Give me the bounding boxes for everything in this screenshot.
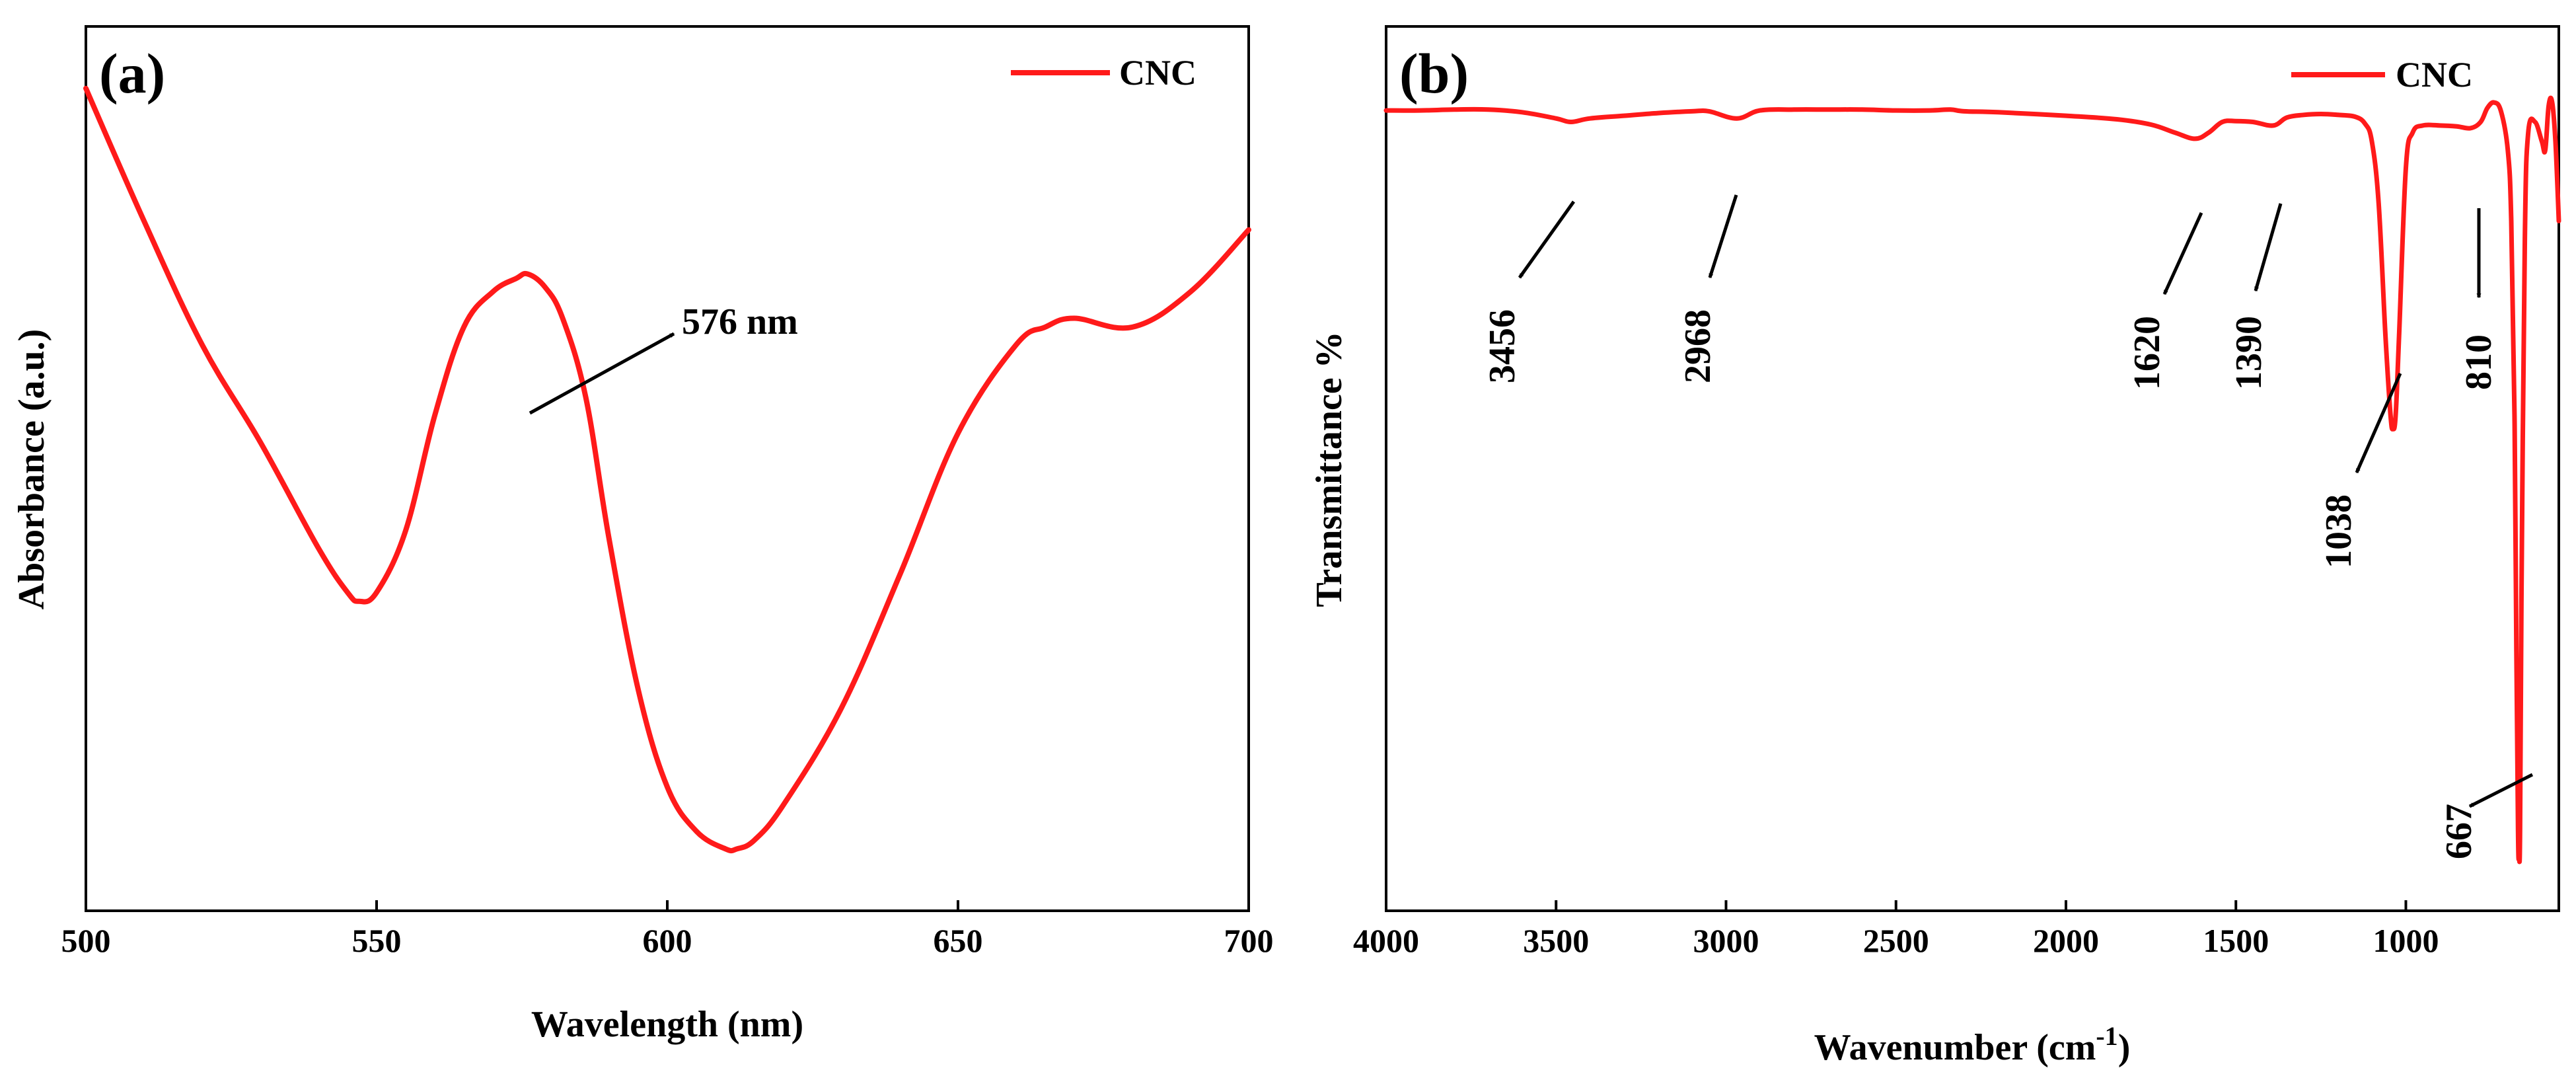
annotation-1390: 1390 [2228, 203, 2283, 390]
legend-a: CNC [1011, 53, 1196, 93]
annotation-arrow-1620 [2162, 212, 2203, 295]
panel-label-a: (a) [99, 42, 165, 105]
y-axis-label-b: Transmittance % [1309, 331, 1350, 607]
x-ticks-a: 500 550 600 650 700 [61, 900, 1274, 959]
x-tick-label-a-500: 500 [61, 922, 111, 959]
annotation-810: 810 [2458, 208, 2499, 390]
annotation-arrow-3456 [1518, 200, 1576, 279]
x-tick-label-b-3000: 3000 [1693, 922, 1759, 959]
plot-frame-a [85, 25, 1250, 912]
panel-a: 500 550 600 650 700 (a) CNC 576 nm Wavelengt… [11, 25, 1274, 1045]
annotation-arrow-576nm [529, 332, 675, 415]
annotation-2968: 2968 [1677, 194, 1738, 383]
annotation-label-1390: 1390 [2228, 316, 2269, 390]
legend-b: CNC [2291, 55, 2473, 95]
x-tick-label-b-2000: 2000 [2033, 922, 2099, 959]
annotation-arrow-1038 [2355, 372, 2402, 474]
x-axis-label-a: Wavelength (nm) [531, 1004, 803, 1045]
x-tick-label-a-650: 650 [934, 922, 983, 959]
series-line-cnc-a [83, 85, 1251, 854]
x-tick-label-b-1500: 1500 [2203, 922, 2269, 959]
x-tick-label-a-700: 700 [1224, 922, 1274, 959]
annotation-label-667: 667 [2439, 804, 2480, 859]
x-tick-label-b-4000: 4000 [1353, 922, 1419, 959]
annotation-label-810: 810 [2458, 334, 2499, 390]
panel-label-b: (b) [1399, 42, 1469, 105]
legend-label-a: CNC [1119, 53, 1196, 93]
x-axis-label-b-close: ) [2118, 1027, 2131, 1068]
annotation-label-3456: 3456 [1482, 309, 1523, 383]
annotation-3456: 3456 [1482, 200, 1576, 383]
x-axis-label-b: Wavenumber (cm-1) [1814, 1021, 2131, 1068]
plot-frame-b [1385, 25, 2560, 912]
y-axis-label-a: Absorbance (a.u.) [11, 329, 52, 610]
annotation-arrow-1390 [2254, 203, 2283, 292]
annotation-667: 667 [2439, 773, 2534, 859]
x-tick-label-a-550: 550 [352, 922, 402, 959]
annotation-arrow-667 [2468, 773, 2534, 808]
annotation-label-1620: 1620 [2127, 316, 2168, 390]
annotation-1620: 1620 [2127, 212, 2203, 390]
panel-b: 4000 3500 3000 2500 2000 1500 1000 (b) CNC 345… [1309, 25, 2561, 1068]
legend-label-b: CNC [2396, 55, 2473, 95]
annotation-1038: 1038 [2318, 372, 2402, 568]
x-axis-label-b-main: Wavenumber (cm [1814, 1027, 2096, 1068]
x-ticks-b: 4000 3500 3000 2500 2000 1500 1000 [1353, 900, 2439, 959]
x-axis-label-b-superscript: -1 [2096, 1021, 2117, 1051]
annotation-label-2968: 2968 [1677, 309, 1718, 383]
x-tick-label-a-600: 600 [643, 922, 692, 959]
x-tick-label-b-2500: 2500 [1863, 922, 1929, 959]
annotation-576nm: 576 nm [529, 301, 798, 415]
series-line-cnc-b [1383, 95, 2561, 865]
annotation-label-576nm: 576 nm [682, 301, 798, 342]
x-tick-label-b-1000: 1000 [2373, 922, 2439, 959]
x-tick-label-b-3500: 3500 [1523, 922, 1589, 959]
annotation-arrow-2968 [1708, 194, 1738, 279]
annotation-label-1038: 1038 [2318, 494, 2359, 568]
